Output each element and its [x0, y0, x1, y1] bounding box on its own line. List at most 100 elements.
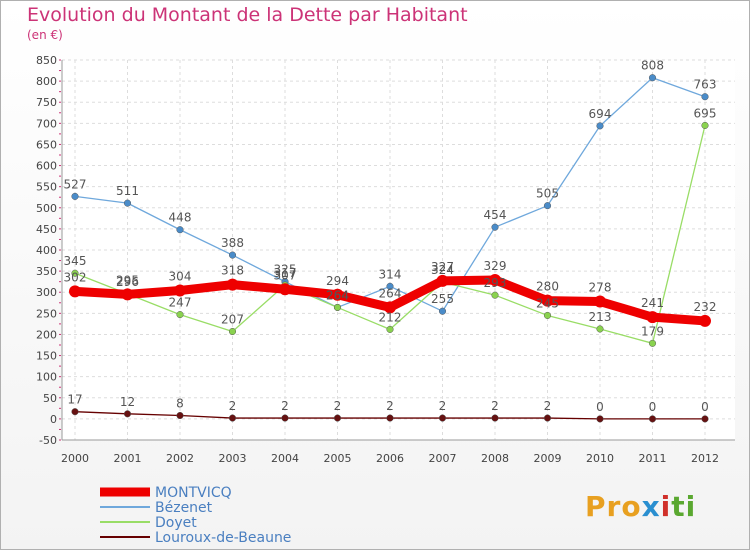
y-tick-label: 750 [36, 96, 57, 109]
data-point [71, 192, 79, 200]
data-label: 293 [484, 276, 507, 290]
data-label: 694 [589, 107, 612, 121]
data-label: 2 [491, 399, 499, 413]
y-tick-label: 300 [36, 286, 57, 299]
data-label: 2 [439, 399, 447, 413]
data-point [648, 74, 657, 82]
data-label: 2 [334, 399, 342, 413]
data-label: 17 [67, 393, 82, 407]
y-tick-label: 550 [36, 181, 57, 194]
x-tick-label: 2005 [324, 452, 352, 465]
data-label: 2 [229, 399, 237, 413]
x-tick-label: 2007 [429, 452, 457, 465]
data-label: 304 [169, 270, 192, 284]
chart-subtitle: (en €) [27, 28, 63, 42]
logo-part: Pro [585, 490, 642, 523]
data-point [123, 199, 132, 207]
data-point [71, 408, 79, 416]
data-point [596, 325, 604, 333]
data-label: 763 [694, 78, 717, 92]
data-label: 12 [120, 395, 135, 409]
data-point [121, 288, 134, 301]
data-point [174, 284, 186, 297]
data-label: 264 [326, 288, 349, 302]
y-tick-label: -50 [39, 434, 57, 447]
data-label: 327 [431, 260, 454, 274]
y-tick-label: 500 [36, 202, 57, 215]
data-label: 448 [169, 211, 192, 225]
data-label: 0 [596, 400, 604, 414]
x-tick-label: 2011 [639, 452, 667, 465]
data-label: 295 [116, 273, 139, 287]
data-point [438, 307, 447, 315]
x-tick-label: 2010 [586, 452, 614, 465]
data-label: 314 [379, 267, 402, 281]
data-label: 2 [281, 399, 289, 413]
data-point [279, 283, 291, 296]
y-tick-label: 0 [50, 413, 57, 426]
x-tick-label: 2003 [219, 452, 247, 465]
data-label: 329 [484, 259, 507, 273]
data-label: 232 [694, 300, 717, 314]
data-point [438, 414, 447, 422]
data-label: 179 [641, 324, 664, 338]
y-tick-label: 100 [36, 371, 57, 384]
logo-part: x [641, 490, 661, 523]
x-tick-label: 2001 [114, 452, 142, 465]
data-label: 255 [431, 292, 454, 306]
data-label: 317 [274, 266, 297, 280]
data-point [701, 93, 709, 101]
data-point [491, 414, 499, 422]
data-point [384, 301, 396, 314]
logo-part: i [660, 490, 672, 523]
data-point [281, 414, 289, 422]
data-point [543, 311, 552, 319]
y-tick-label: 350 [36, 265, 57, 278]
data-point [386, 414, 394, 422]
data-label: 302 [64, 270, 87, 284]
legend-label: Louroux-de-Beaune [155, 530, 291, 546]
data-label: 808 [641, 59, 664, 73]
data-point [228, 251, 237, 259]
data-label: 296 [116, 275, 139, 289]
data-label: 245 [536, 296, 559, 310]
data-label: 280 [536, 280, 559, 294]
data-point [333, 414, 342, 422]
data-point [123, 410, 132, 418]
data-point [648, 339, 657, 347]
y-tick-label: 200 [36, 328, 57, 341]
y-tick-label: 600 [36, 160, 57, 173]
data-label: 527 [64, 177, 87, 191]
data-label: 511 [116, 184, 139, 198]
data-label: 212 [379, 310, 402, 324]
y-tick-label: 450 [36, 223, 57, 236]
data-label: 2 [386, 399, 394, 413]
y-tick-label: 50 [43, 392, 57, 405]
data-point [71, 269, 79, 277]
data-label: 213 [589, 310, 612, 324]
legend-label: Doyet [155, 515, 197, 531]
y-tick-label: 800 [36, 75, 57, 88]
data-point [228, 327, 237, 336]
data-point [436, 274, 449, 287]
legend-label: Bézenet [155, 500, 213, 516]
y-tick-label: 700 [36, 117, 57, 130]
data-point [226, 278, 239, 291]
data-label: 325 [274, 263, 297, 277]
logo-part: ti [671, 490, 697, 523]
data-label: 388 [221, 236, 244, 250]
data-point [176, 411, 184, 420]
proxiti-logo: Proxiti [585, 490, 696, 523]
data-point [596, 415, 604, 423]
data-point [596, 122, 604, 130]
data-point [594, 295, 606, 308]
data-point [646, 311, 659, 324]
data-point [489, 273, 501, 286]
data-label: 207 [221, 312, 244, 326]
data-label: 264 [379, 286, 402, 300]
x-tick-label: 2006 [376, 452, 404, 465]
x-tick-label: 2008 [481, 452, 509, 465]
y-tick-label: 850 [36, 54, 57, 67]
data-point [543, 202, 552, 210]
